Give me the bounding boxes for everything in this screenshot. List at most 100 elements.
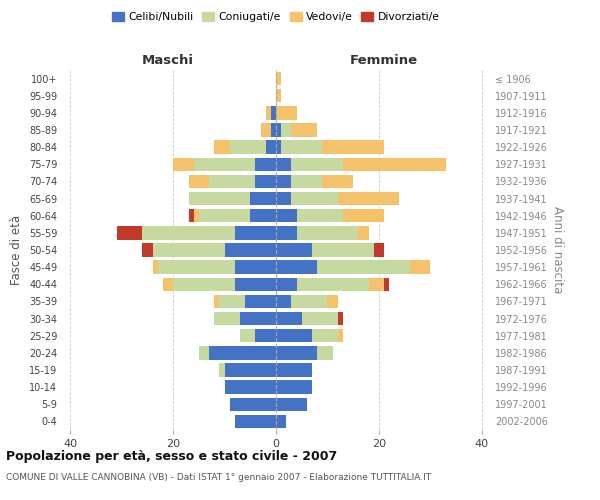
Bar [240, 329, 256, 342]
Bar [276, 346, 317, 360]
Bar [292, 158, 343, 171]
Bar [271, 124, 276, 136]
Bar [256, 158, 276, 171]
Bar [276, 89, 281, 102]
Bar [199, 209, 250, 222]
Bar [230, 398, 276, 411]
Legend: Celibi/Nubili, Coniugati/e, Vedovi/e, Divorziati/e: Celibi/Nubili, Coniugati/e, Vedovi/e, Di… [108, 8, 444, 27]
Bar [142, 226, 235, 239]
Bar [276, 209, 296, 222]
Bar [173, 278, 235, 291]
Bar [194, 158, 256, 171]
Bar [230, 140, 266, 154]
Bar [116, 226, 142, 239]
Bar [158, 260, 235, 274]
Bar [235, 278, 276, 291]
Bar [250, 192, 276, 205]
Bar [338, 192, 400, 205]
Text: Femmine: Femmine [350, 54, 418, 68]
Bar [276, 174, 292, 188]
Bar [260, 124, 271, 136]
Bar [276, 380, 312, 394]
Bar [152, 260, 158, 274]
Bar [224, 364, 276, 376]
Bar [214, 140, 230, 154]
Bar [235, 414, 276, 428]
Bar [256, 329, 276, 342]
Bar [276, 158, 292, 171]
Bar [188, 209, 194, 222]
Bar [276, 140, 281, 154]
Bar [245, 294, 276, 308]
Bar [276, 260, 317, 274]
Bar [322, 174, 353, 188]
Bar [224, 380, 276, 394]
Bar [276, 72, 281, 86]
Bar [276, 414, 286, 428]
Bar [328, 294, 338, 308]
Bar [235, 226, 276, 239]
Bar [322, 140, 384, 154]
Bar [220, 364, 224, 376]
Y-axis label: Anni di nascita: Anni di nascita [551, 206, 565, 294]
Bar [276, 294, 292, 308]
Bar [142, 244, 152, 256]
Text: COMUNE DI VALLE CANNOBINA (VB) - Dati ISTAT 1° gennaio 2007 - Elaborazione TUTTI: COMUNE DI VALLE CANNOBINA (VB) - Dati IS… [6, 472, 431, 482]
Bar [276, 364, 312, 376]
Bar [317, 260, 410, 274]
Bar [312, 244, 374, 256]
Bar [276, 398, 307, 411]
Bar [266, 106, 271, 120]
Bar [266, 140, 276, 154]
Bar [173, 158, 194, 171]
Bar [292, 294, 328, 308]
Bar [188, 174, 209, 188]
Bar [343, 209, 384, 222]
Bar [276, 329, 312, 342]
Bar [312, 329, 338, 342]
Bar [343, 158, 446, 171]
Bar [384, 278, 389, 291]
Bar [281, 140, 322, 154]
Bar [271, 106, 276, 120]
Bar [296, 226, 358, 239]
Bar [276, 106, 296, 120]
Bar [209, 346, 276, 360]
Bar [296, 278, 368, 291]
Bar [317, 346, 332, 360]
Bar [214, 294, 220, 308]
Bar [199, 346, 209, 360]
Bar [209, 174, 256, 188]
Bar [276, 192, 292, 205]
Bar [194, 209, 199, 222]
Bar [235, 260, 276, 274]
Bar [358, 226, 368, 239]
Bar [276, 278, 296, 291]
Text: Popolazione per età, sesso e stato civile - 2007: Popolazione per età, sesso e stato civil… [6, 450, 337, 463]
Bar [374, 244, 384, 256]
Bar [220, 294, 245, 308]
Bar [214, 312, 240, 326]
Bar [292, 124, 317, 136]
Bar [292, 192, 338, 205]
Bar [276, 226, 296, 239]
Bar [292, 174, 322, 188]
Bar [152, 244, 224, 256]
Bar [338, 312, 343, 326]
Bar [276, 244, 312, 256]
Bar [368, 278, 384, 291]
Bar [338, 329, 343, 342]
Y-axis label: Fasce di età: Fasce di età [10, 215, 23, 285]
Bar [240, 312, 276, 326]
Bar [256, 174, 276, 188]
Bar [410, 260, 430, 274]
Bar [302, 312, 338, 326]
Bar [163, 278, 173, 291]
Bar [276, 312, 302, 326]
Bar [296, 209, 343, 222]
Bar [224, 244, 276, 256]
Bar [281, 124, 292, 136]
Bar [276, 124, 281, 136]
Bar [250, 209, 276, 222]
Bar [188, 192, 250, 205]
